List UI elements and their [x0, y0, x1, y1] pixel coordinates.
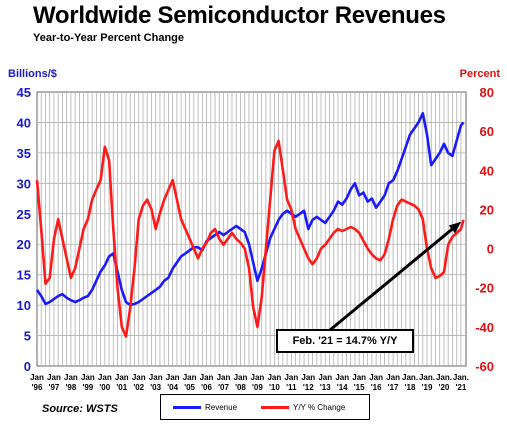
left-tick-label: 20 [17, 237, 31, 252]
x-tick-label-top: Jan. [402, 373, 418, 382]
x-tick-label-bottom: '03 [150, 383, 161, 392]
left-tick-label: 15 [17, 268, 31, 283]
right-tick-label: -40 [475, 320, 494, 335]
right-tick-label: -20 [475, 281, 494, 296]
x-tick-label-top: Jan [369, 373, 383, 382]
series-lines [35, 112, 465, 338]
x-tick-label-top: Jan [98, 373, 112, 382]
annotation [329, 221, 462, 332]
x-tick-label-top: Jan. [419, 373, 435, 382]
x-tick-label-top: Jan [251, 373, 265, 382]
left-tick-label: 0 [24, 359, 31, 374]
x-tick-label-bottom: '96 [32, 383, 43, 392]
x-tick-label-bottom: '00 [99, 383, 110, 392]
grid-lines [36, 91, 467, 367]
legend-swatch-revenue [173, 406, 201, 409]
x-tick-label-bottom: '08 [235, 383, 246, 392]
right-tick-label: 40 [480, 163, 494, 178]
x-tick-label-top: Jan [81, 373, 95, 382]
x-tick-label-top: Jan. [453, 373, 469, 382]
source-note: Source: WSTS [42, 403, 118, 415]
right-tick-label: -60 [475, 359, 494, 374]
x-tick-label-bottom: '13 [320, 383, 331, 392]
x-tick-label-bottom: '20 [439, 383, 450, 392]
x-tick-label-bottom: '10 [269, 383, 280, 392]
chart-subtitle: Year-to-Year Percent Change [33, 32, 185, 44]
x-tick-label-bottom: '02 [133, 383, 144, 392]
left-tick-label: 5 [24, 329, 31, 344]
x-tick-label-top: Jan [200, 373, 214, 382]
legend: Revenue Y/Y % Change [160, 394, 370, 420]
left-tick-label: 30 [17, 176, 31, 191]
x-tick-label-top: Jan [267, 373, 281, 382]
left-tick-label: 10 [17, 298, 31, 313]
x-tick-label-top: Jan [47, 373, 61, 382]
x-tick-label-bottom: '18 [405, 383, 416, 392]
x-tick-label-bottom: '11 [286, 383, 297, 392]
x-tick-label-bottom: '09 [252, 383, 263, 392]
x-tick-label-top: Jan [30, 373, 44, 382]
series-line-yoy [35, 139, 465, 338]
x-tick-label-bottom: '17 [388, 383, 399, 392]
x-tick-label-bottom: '98 [66, 383, 77, 392]
x-tick-label-bottom: '97 [49, 383, 60, 392]
callout-arrowhead [448, 221, 462, 234]
left-axis-ticks: 0 5 10 15 20 25 30 35 40 45 [17, 85, 31, 374]
x-tick-label-top: Jan [301, 373, 315, 382]
x-tick-label-top: Jan [284, 373, 298, 382]
left-tick-label: 35 [17, 146, 31, 161]
x-tick-label-bottom: '07 [218, 383, 229, 392]
x-tick-label-bottom: '16 [371, 383, 382, 392]
x-tick-label-bottom: '14 [337, 383, 348, 392]
x-tick-label-bottom: '99 [82, 383, 93, 392]
x-tick-label-top: Jan [64, 373, 78, 382]
x-tick-label-bottom: '15 [354, 383, 365, 392]
right-axis-ticks: -60 -40 -20 0 20 40 60 80 [475, 85, 494, 374]
x-tick-label-top: Jan [115, 373, 129, 382]
legend-item-yoy: Y/Y % Change [261, 403, 345, 412]
series-line-revenue [35, 112, 465, 307]
chart-title: Worldwide Semiconductor Revenues [33, 2, 446, 29]
right-axis-label: Percent [460, 68, 501, 80]
x-tick-label-top: Jan [132, 373, 146, 382]
x-tick-label-bottom: '19 [422, 383, 433, 392]
legend-label-revenue: Revenue [205, 403, 238, 412]
x-tick-label-top: Jan [234, 373, 248, 382]
x-tick-label-top: Jan [166, 373, 180, 382]
x-tick-label-top: Jan [183, 373, 197, 382]
plot-frame [36, 91, 467, 367]
x-tick-label-top: Jan [318, 373, 332, 382]
x-tick-label-top: Jan [352, 373, 366, 382]
x-tick-label-top: Jan [149, 373, 163, 382]
right-tick-label: 60 [480, 124, 494, 139]
x-axis-ticks: Jan'96Jan'97Jan'98Jan'99Jan'00Jan'01Jan'… [30, 373, 469, 392]
x-tick-label-bottom: '05 [184, 383, 195, 392]
callout-box: Feb. '21 = 14.7% Y/Y [276, 329, 414, 353]
legend-swatch-yoy [261, 406, 289, 409]
x-tick-label-bottom: '06 [201, 383, 212, 392]
x-tick-label-bottom: '01 [116, 383, 127, 392]
x-tick-label-top: Jan. [436, 373, 452, 382]
legend-item-revenue: Revenue [173, 403, 237, 412]
callout-arrow [329, 225, 456, 332]
left-tick-label: 25 [17, 207, 31, 222]
left-axis-label: Billions/$ [8, 68, 57, 80]
left-tick-label: 45 [17, 85, 31, 100]
right-tick-label: 80 [480, 85, 494, 100]
right-tick-label: 20 [480, 202, 494, 217]
x-tick-label-bottom: '21 [456, 383, 467, 392]
x-tick-label-top: Jan [386, 373, 400, 382]
x-tick-label-bottom: '12 [303, 383, 314, 392]
left-tick-label: 40 [17, 115, 31, 130]
x-tick-label-top: Jan [217, 373, 231, 382]
right-tick-label: 0 [487, 242, 494, 257]
x-tick-label-top: Jan [335, 373, 349, 382]
legend-label-yoy: Y/Y % Change [293, 403, 346, 412]
x-tick-label-bottom: '04 [167, 383, 178, 392]
